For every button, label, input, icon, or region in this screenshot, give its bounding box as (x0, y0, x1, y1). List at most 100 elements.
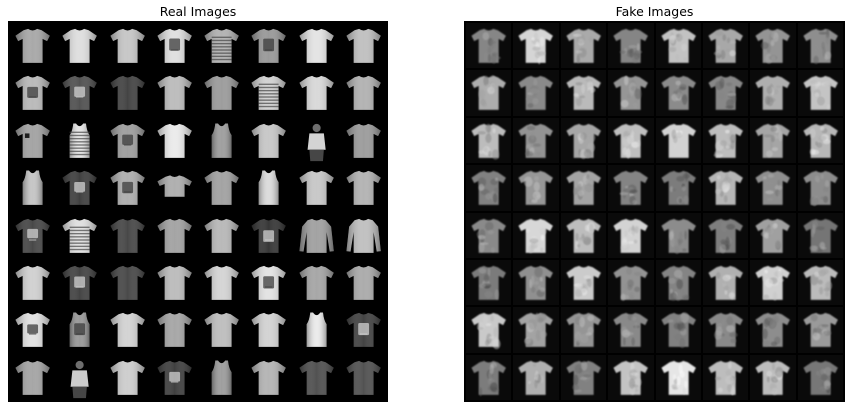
fake-image-tile (608, 23, 654, 69)
garment-thumbnail (298, 218, 334, 253)
garment-thumbnail (157, 76, 192, 111)
garment-thumbnail (157, 123, 192, 158)
fake-image-tile (797, 212, 843, 258)
real-image-tile (104, 307, 150, 353)
fake-image-tile (513, 212, 559, 258)
real-image-tile (293, 354, 339, 400)
fake-image-tile (655, 165, 701, 211)
garment-thumbnail (755, 28, 791, 64)
garment-thumbnail (566, 171, 601, 206)
garment-thumbnail (708, 76, 743, 111)
real-image-tile (151, 259, 197, 306)
fake-images-title: Fake Images (615, 4, 694, 19)
real-image-tile (246, 259, 292, 306)
fake-image-tile (466, 259, 512, 306)
garment-thumbnail (566, 76, 601, 111)
garment-thumbnail (803, 313, 838, 348)
garment-thumbnail (204, 28, 239, 63)
garment-thumbnail (298, 28, 334, 63)
garment-thumbnail (803, 360, 838, 395)
garment-thumbnail (251, 313, 287, 348)
real-image-tile (293, 307, 339, 353)
garment-thumbnail (708, 171, 743, 206)
fake-image-tile (466, 307, 512, 353)
garment-thumbnail (518, 218, 554, 253)
garment-thumbnail (755, 218, 791, 253)
real-image-tile (340, 259, 386, 306)
fake-image-tile (466, 354, 512, 400)
garment-thumbnail (708, 313, 743, 348)
garment-thumbnail (613, 218, 649, 253)
real-image-tile (340, 307, 386, 353)
garment-thumbnail (251, 218, 287, 253)
garment-thumbnail (471, 360, 506, 397)
fake-image-tile (797, 354, 843, 400)
garment-thumbnail (251, 123, 287, 158)
real-image-tile (151, 165, 197, 211)
fake-image-tile (750, 259, 796, 306)
fake-image-tile (466, 117, 512, 164)
fake-image-tile (655, 354, 701, 400)
real-image-tile (10, 354, 56, 400)
garment-thumbnail (755, 123, 791, 158)
fake-image-tile (750, 354, 796, 400)
garment-thumbnail (15, 76, 50, 111)
fake-image-tile (513, 70, 559, 116)
real-image-tile (57, 23, 103, 69)
real-image-tile (57, 117, 103, 164)
fake-image-tile (560, 212, 607, 258)
garment-thumbnail (62, 28, 98, 63)
garment-thumbnail (251, 76, 287, 111)
garment-thumbnail (708, 360, 743, 395)
real-image-tile (10, 165, 56, 211)
real-image-tile (57, 212, 103, 258)
garment-thumbnail (346, 123, 381, 158)
real-image-tile (199, 165, 245, 211)
garment-thumbnail (471, 265, 506, 300)
real-image-tile (199, 23, 245, 69)
fake-image-tile (702, 307, 749, 353)
garment-thumbnail (660, 28, 696, 63)
garment-thumbnail (346, 76, 381, 111)
fake-image-tile (466, 165, 512, 211)
garment-thumbnail (613, 76, 649, 111)
garment-thumbnail (157, 265, 192, 300)
real-image-tile (340, 117, 386, 164)
garment-thumbnail (15, 360, 50, 395)
fake-image-tile (608, 117, 654, 164)
garment-thumbnail (518, 123, 554, 158)
garment-thumbnail (518, 76, 554, 111)
garment-thumbnail (755, 265, 791, 301)
real-image-tile (246, 70, 292, 116)
fake-image-tile (655, 307, 701, 353)
garment-thumbnail (613, 265, 649, 301)
fake-image-tile (560, 307, 607, 353)
garment-thumbnail (660, 265, 696, 301)
fake-image-tile (797, 165, 843, 211)
real-image-tile (104, 259, 150, 306)
garment-thumbnail (109, 28, 145, 63)
garment-thumbnail (566, 360, 601, 395)
real-image-tile (10, 307, 56, 353)
real-image-tile (151, 212, 197, 258)
garment-thumbnail (258, 170, 279, 206)
garment-thumbnail (613, 313, 649, 348)
garment-thumbnail (251, 360, 287, 395)
real-image-tile (340, 70, 386, 116)
garment-thumbnail (755, 313, 791, 348)
real-image-tile (57, 307, 103, 353)
fake-image-tile (513, 165, 559, 211)
fake-image-tile (797, 307, 843, 353)
garment-thumbnail (346, 360, 381, 395)
real-image-tile (57, 70, 103, 116)
garment-thumbnail (298, 265, 334, 300)
garment-thumbnail (613, 123, 649, 159)
real-image-tile (104, 212, 150, 258)
garment-thumbnail (157, 28, 192, 63)
real-image-tile (340, 354, 386, 400)
garment-thumbnail (755, 76, 791, 111)
fake-image-tile (466, 212, 512, 258)
garment-thumbnail (62, 265, 98, 300)
fake-image-tile (560, 117, 607, 164)
fake-image-tile (750, 23, 796, 69)
